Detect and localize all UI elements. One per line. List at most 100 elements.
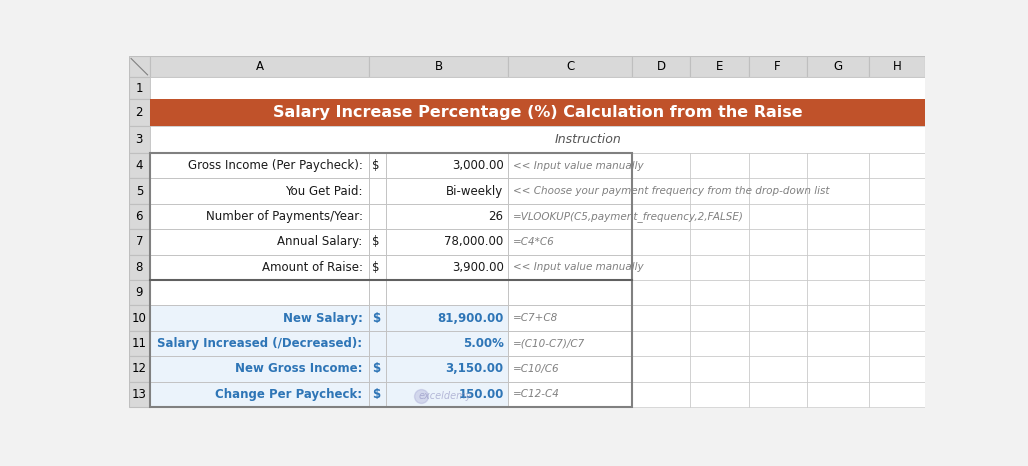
Bar bbox=[869, 356, 925, 382]
Bar bbox=[508, 280, 632, 305]
Bar bbox=[386, 178, 508, 204]
Bar bbox=[128, 77, 150, 99]
Text: 10: 10 bbox=[132, 312, 147, 325]
Text: Bi-weekly: Bi-weekly bbox=[446, 185, 504, 198]
Bar bbox=[632, 331, 691, 356]
Text: New Salary:: New Salary: bbox=[283, 312, 363, 325]
Bar bbox=[807, 305, 869, 331]
Text: 7: 7 bbox=[136, 235, 143, 248]
Bar bbox=[369, 331, 386, 356]
Bar bbox=[869, 153, 925, 178]
Bar bbox=[150, 153, 369, 178]
Bar bbox=[508, 356, 632, 382]
Bar bbox=[807, 56, 869, 77]
Bar bbox=[869, 305, 925, 331]
Text: $: $ bbox=[372, 235, 379, 248]
Bar bbox=[128, 126, 150, 153]
Bar bbox=[508, 56, 632, 77]
Bar bbox=[869, 204, 925, 229]
Text: exceldemy: exceldemy bbox=[418, 391, 472, 401]
Bar bbox=[386, 382, 508, 407]
Bar bbox=[386, 204, 508, 229]
Bar bbox=[150, 305, 369, 331]
Bar bbox=[386, 153, 508, 178]
Text: 13: 13 bbox=[132, 388, 147, 401]
Bar bbox=[748, 356, 807, 382]
Bar bbox=[150, 56, 369, 77]
Bar bbox=[128, 99, 150, 126]
Bar bbox=[748, 229, 807, 254]
Bar bbox=[807, 331, 869, 356]
Text: $: $ bbox=[372, 159, 379, 172]
Bar bbox=[128, 204, 150, 229]
Text: 5: 5 bbox=[136, 185, 143, 198]
Bar bbox=[150, 382, 369, 407]
Bar bbox=[150, 77, 925, 99]
Bar bbox=[632, 254, 691, 280]
Bar bbox=[150, 99, 925, 126]
Text: $: $ bbox=[372, 261, 379, 274]
Bar bbox=[150, 254, 369, 280]
Bar bbox=[369, 178, 386, 204]
Bar bbox=[632, 204, 691, 229]
Bar bbox=[369, 382, 386, 407]
Bar bbox=[807, 382, 869, 407]
Bar bbox=[508, 382, 632, 407]
Bar bbox=[807, 178, 869, 204]
Text: Salary Increased (/Decreased):: Salary Increased (/Decreased): bbox=[157, 337, 363, 350]
Bar bbox=[807, 280, 869, 305]
Bar bbox=[691, 56, 748, 77]
Bar bbox=[632, 382, 691, 407]
Text: 78,000.00: 78,000.00 bbox=[444, 235, 504, 248]
Text: =C4*C6: =C4*C6 bbox=[513, 237, 555, 247]
Bar bbox=[369, 254, 386, 280]
Text: << Input value manually: << Input value manually bbox=[513, 262, 644, 272]
Bar bbox=[508, 305, 632, 331]
Text: Instruction: Instruction bbox=[555, 133, 622, 146]
Text: 11: 11 bbox=[132, 337, 147, 350]
Bar bbox=[748, 331, 807, 356]
Text: C: C bbox=[566, 60, 575, 73]
Bar bbox=[150, 280, 369, 305]
Text: 6: 6 bbox=[136, 210, 143, 223]
Text: 3,900.00: 3,900.00 bbox=[451, 261, 504, 274]
Bar bbox=[807, 356, 869, 382]
Text: Amount of Raise:: Amount of Raise: bbox=[261, 261, 363, 274]
Text: =C10/C6: =C10/C6 bbox=[513, 364, 559, 374]
Text: 3,150.00: 3,150.00 bbox=[445, 363, 504, 376]
Bar bbox=[748, 153, 807, 178]
Bar bbox=[691, 178, 748, 204]
Bar bbox=[632, 56, 691, 77]
Text: 2: 2 bbox=[136, 106, 143, 119]
Bar bbox=[150, 331, 369, 356]
Bar bbox=[691, 229, 748, 254]
Bar bbox=[869, 280, 925, 305]
Text: 3,000.00: 3,000.00 bbox=[452, 159, 504, 172]
Bar bbox=[128, 229, 150, 254]
Text: D: D bbox=[657, 60, 666, 73]
Text: 150.00: 150.00 bbox=[458, 388, 504, 401]
Text: =C12-C4: =C12-C4 bbox=[513, 389, 560, 399]
Bar bbox=[748, 305, 807, 331]
Bar bbox=[632, 229, 691, 254]
Bar bbox=[369, 280, 386, 305]
Bar bbox=[691, 305, 748, 331]
Text: << Input value manually: << Input value manually bbox=[513, 161, 644, 171]
Bar bbox=[386, 356, 508, 382]
Bar bbox=[386, 305, 508, 331]
Text: A: A bbox=[256, 60, 263, 73]
Text: =C7+C8: =C7+C8 bbox=[513, 313, 558, 323]
Bar bbox=[369, 305, 386, 331]
Text: $: $ bbox=[372, 388, 380, 401]
Bar bbox=[508, 254, 632, 280]
Bar bbox=[150, 229, 369, 254]
Bar bbox=[691, 280, 748, 305]
Bar bbox=[386, 254, 508, 280]
Text: Salary Increase Percentage (%) Calculation from the Raise: Salary Increase Percentage (%) Calculati… bbox=[272, 105, 803, 120]
Text: Gross Income (Per Paycheck):: Gross Income (Per Paycheck): bbox=[188, 159, 363, 172]
Bar bbox=[691, 204, 748, 229]
Bar bbox=[691, 356, 748, 382]
Bar bbox=[691, 331, 748, 356]
Bar bbox=[869, 56, 925, 77]
Bar bbox=[869, 229, 925, 254]
